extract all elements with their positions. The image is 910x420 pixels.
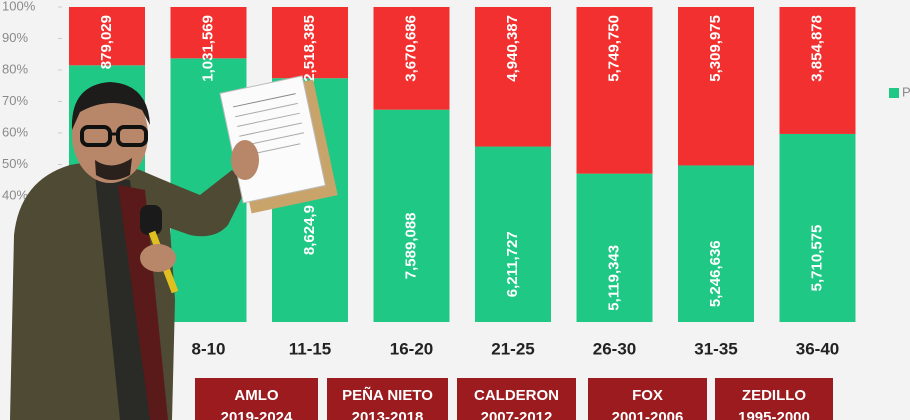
- left-hand: [140, 244, 176, 272]
- period-name: PEÑA NIETO: [342, 386, 433, 404]
- glasses-left: [80, 125, 112, 147]
- paper-line: [232, 93, 296, 108]
- value-label: 2,518,385: [301, 15, 318, 82]
- y-tick-label: 50%: [2, 156, 28, 171]
- glasses-right: [116, 125, 148, 147]
- bar-segment: [779, 7, 856, 134]
- period-boxes: AMLO 2019-2024 PEÑA NIETO 2013-2018 CALDERON…: [195, 378, 833, 420]
- tie: [118, 185, 168, 420]
- paper-line: [235, 102, 298, 118]
- period-years: 2019-2024: [221, 409, 293, 420]
- period-years: 1995-2000: [738, 409, 810, 420]
- period-box: [715, 378, 833, 420]
- value-label: 7,589,088: [402, 212, 419, 279]
- legend-swatch: [889, 88, 899, 98]
- x-tick-label: 11-15: [289, 339, 332, 358]
- bar-segment: [678, 165, 754, 322]
- value-label: 3,854,878: [808, 15, 825, 82]
- value-label: 3,670,686: [402, 15, 419, 82]
- period-box: [457, 378, 576, 420]
- y-tick-label: 40%: [2, 187, 28, 202]
- period-box: [588, 378, 707, 420]
- beard: [95, 158, 132, 180]
- value-label: 5,246,636: [707, 240, 724, 307]
- value-label: 8,624,9: [301, 205, 318, 255]
- bar-segment: [475, 7, 551, 147]
- legend-label: P: [902, 84, 910, 99]
- period-years: 2007-2012: [481, 409, 553, 420]
- period-name: AMLO: [234, 387, 278, 404]
- right-hand: [231, 140, 259, 180]
- x-tick-label: 26-30: [593, 339, 636, 358]
- bar-segment: [373, 7, 450, 110]
- value-label: 1,031,569: [199, 15, 216, 82]
- y-tick-label: 60%: [2, 124, 28, 139]
- period-box: [195, 378, 318, 420]
- bar-segment: [779, 133, 856, 322]
- x-tick-label: 16-20: [390, 339, 433, 358]
- hair: [71, 82, 150, 130]
- bar-segment: [576, 173, 653, 322]
- bar-segment: [475, 146, 551, 322]
- period-name: FOX: [632, 387, 663, 404]
- bar-segment: [170, 7, 247, 59]
- paper-line: [239, 122, 303, 137]
- paper-line: [237, 112, 300, 127]
- y-tick-label: 70%: [2, 93, 28, 108]
- x-tick-label: 36-40: [796, 339, 839, 358]
- value-label: 5,309,975: [707, 15, 724, 82]
- x-tick-label: 31-35: [694, 339, 737, 358]
- value-label: 6,211,727: [504, 231, 521, 297]
- y-tick-label: 100%: [2, 0, 36, 13]
- value-label: 4,940,387: [504, 15, 521, 82]
- y-tick-label: 80%: [2, 61, 28, 76]
- bar-segment: [678, 7, 754, 166]
- period-years: 2013-2018: [352, 409, 424, 420]
- bar-segment: [69, 7, 145, 66]
- value-label: 5,119,343: [605, 245, 622, 311]
- period-years: 2001-2006: [612, 409, 684, 420]
- period-box: [327, 378, 448, 420]
- value-label: 879,029: [98, 15, 115, 69]
- period-name: ZEDILLO: [742, 387, 806, 404]
- x-tick-label: 8-10: [191, 339, 225, 358]
- x-tick-label: 21-25: [491, 339, 534, 358]
- presenter: [10, 75, 338, 420]
- bar-segment: [272, 7, 348, 79]
- value-label: 5,749,750: [605, 15, 622, 82]
- y-tick-label: 90%: [2, 30, 28, 45]
- period-name: CALDERON: [474, 387, 559, 404]
- microphone: [140, 205, 162, 235]
- value-label: 5,710,575: [808, 225, 825, 292]
- bar-segment: [373, 109, 450, 322]
- bar-segment: [576, 7, 653, 174]
